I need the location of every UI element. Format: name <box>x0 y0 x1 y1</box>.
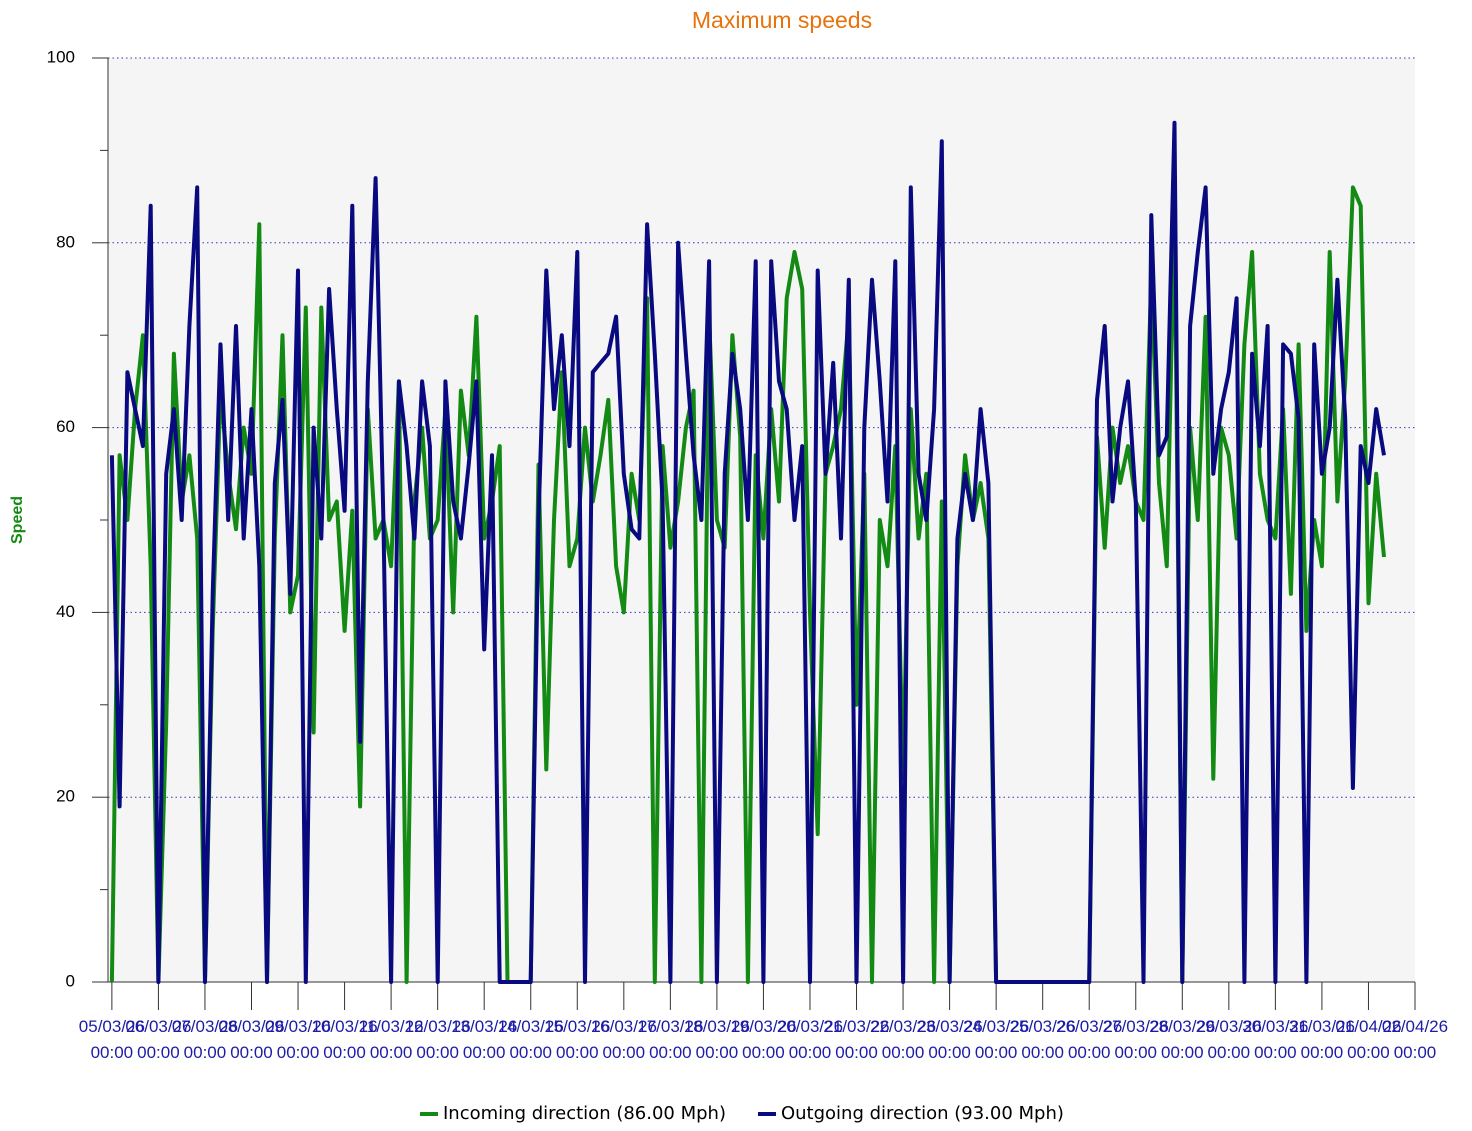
x-tick-label: 11/03/26 00:00 <box>358 1017 424 1062</box>
x-tick-label: 19/03/26 00:00 <box>730 1017 797 1062</box>
legend-label: Incoming direction (86.00 Mph) <box>443 1103 726 1124</box>
x-tick-label: 23/03/26 00:00 <box>916 1017 983 1062</box>
x-tick-label: 06/03/26 00:00 <box>125 1017 192 1062</box>
line-series <box>109 185 1386 984</box>
y-tick-label: 40 <box>56 602 75 621</box>
x-tick-label: 27/03/26 00:00 <box>1102 1017 1169 1062</box>
x-tick-label: 25/03/26 00:00 <box>1009 1017 1076 1062</box>
x-tick-label: 05/03/26 00:00 <box>78 1017 145 1062</box>
x-tick-label: 07/03/26 00:00 <box>171 1017 239 1062</box>
legend-label: Outgoing direction (93.00 Mph) <box>781 1103 1064 1124</box>
x-tick-label: 20/03/26 00:00 <box>776 1017 844 1062</box>
x-tick-label: 31/03/26 00:00 <box>1288 1017 1355 1062</box>
x-tick-label: 10/03/26 00:00 <box>311 1017 378 1062</box>
x-tick-label: 26/03/26 00:00 <box>1056 1017 1123 1062</box>
x-tick-label: 08/03/26 00:00 <box>218 1017 285 1062</box>
x-tick-label: 28/03/26 00:00 <box>1149 1017 1216 1062</box>
x-tick-label: 18/03/26 00:00 <box>683 1017 750 1062</box>
x-tick-label: 01/04/26 00:00 <box>1335 1017 1402 1062</box>
y-axis-label: Speed <box>9 496 26 544</box>
x-tick-label: 17/03/26 00:00 <box>637 1017 704 1062</box>
y-tick-label: 80 <box>56 232 75 251</box>
y-tick-label: 20 <box>56 787 75 806</box>
x-tick-label: 21/03/26 00:00 <box>823 1017 890 1062</box>
x-tick-label: 12/03/26 00:00 <box>404 1017 471 1062</box>
x-tick-label: 02/04/26 00:00 <box>1381 1017 1449 1062</box>
x-tick-label: 09/03/26 00:00 <box>264 1017 332 1062</box>
x-tick-label: 13/03/26 00:00 <box>451 1017 518 1062</box>
x-tick-label: 22/03/26 00:00 <box>869 1017 937 1062</box>
y-tick-label: 0 <box>66 971 75 990</box>
y-tick-label: 60 <box>56 417 75 436</box>
line-series <box>109 120 1386 984</box>
x-tick-label: 15/03/26 00:00 <box>544 1017 611 1062</box>
x-tick-label: 30/03/26 00:00 <box>1242 1017 1309 1062</box>
x-tick-label: 14/03/26 00:00 <box>497 1017 564 1062</box>
x-tick-label: 24/03/26 00:00 <box>963 1017 1030 1062</box>
chart-title: Maximum speeds <box>692 7 872 33</box>
y-tick-label: 100 <box>47 47 75 66</box>
x-tick-label: 16/03/26 00:00 <box>590 1017 657 1062</box>
x-tick-label: 29/03/26 00:00 <box>1195 1017 1262 1062</box>
